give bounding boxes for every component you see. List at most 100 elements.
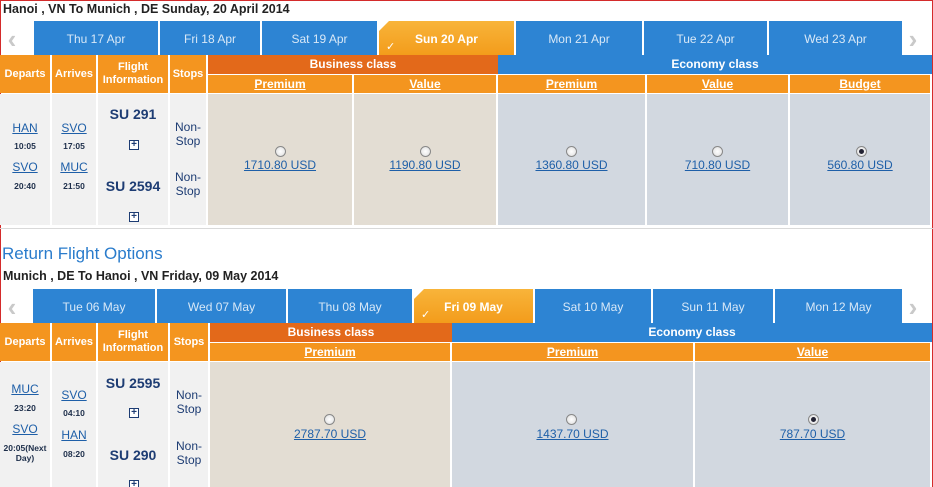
airport-code-link[interactable]: MUC <box>60 160 88 174</box>
date-tab[interactable]: Mon 12 May <box>775 289 904 323</box>
airport-code-link[interactable]: SVO <box>61 388 87 402</box>
fare-type-link[interactable]: Budget <box>839 77 881 91</box>
fare-cell[interactable]: 560.80 USD <box>790 94 932 225</box>
fare-price[interactable]: 1190.80 USD <box>389 158 461 172</box>
date-tab[interactable]: Sat 19 Apr <box>262 21 379 55</box>
plus-box-icon[interactable]: + <box>129 480 139 487</box>
header-flight-info: Flight Information <box>98 55 170 93</box>
fare-price[interactable]: 787.70 USD <box>779 427 846 441</box>
fare-price[interactable]: 2787.70 USD <box>293 427 367 441</box>
fare-radio-selected[interactable] <box>856 146 867 157</box>
fare-type-link[interactable]: Value <box>409 77 441 91</box>
fare-price[interactable]: 1360.80 USD <box>535 158 608 172</box>
date-tab[interactable]: Wed 07 May <box>157 289 288 323</box>
chevron-right-icon[interactable]: › <box>908 292 918 322</box>
fare-type-link[interactable]: Premium <box>545 77 598 91</box>
arrives-column: SVO 17:05 MUC 21:50 <box>52 94 98 225</box>
header-stops: Stops <box>170 55 208 93</box>
arrival-time: 08:20 <box>63 449 85 459</box>
date-tab[interactable]: Tue 06 May <box>33 289 157 323</box>
fare-type-link[interactable]: Value <box>796 345 829 359</box>
fare-radio[interactable] <box>566 414 577 425</box>
date-tab[interactable]: Wed 23 Apr <box>769 21 904 55</box>
header-departs: Departs <box>0 323 52 361</box>
stops-label: Non-Stop <box>175 388 202 416</box>
arrival-time: 17:05 <box>63 141 85 151</box>
fare-type-header: Premium <box>498 75 647 93</box>
date-tab[interactable]: Tue 22 Apr <box>644 21 769 55</box>
fare-type-link[interactable]: Value <box>701 77 734 91</box>
date-tab-selected[interactable]: Fri 09 May ✓ <box>414 289 535 323</box>
fare-radio-selected[interactable] <box>808 414 819 425</box>
plus-box-icon[interactable]: + <box>129 408 139 418</box>
date-tab[interactable]: Fri 18 Apr <box>160 21 262 55</box>
outbound-date-bar: ‹ Thu 17 Apr Fri 18 Apr Sat 19 Apr Sun 2… <box>0 21 930 55</box>
fare-price[interactable]: 1437.70 USD <box>536 427 609 441</box>
airport-code-link[interactable]: HAN <box>12 121 38 135</box>
date-tab[interactable]: Thu 17 Apr <box>34 21 160 55</box>
airport-code-link[interactable]: SVO <box>12 160 38 174</box>
chevron-left-icon[interactable]: ‹ <box>7 24 17 54</box>
fare-cell[interactable]: 710.80 USD <box>647 94 790 225</box>
airport-code-link[interactable]: SVO <box>61 121 87 135</box>
fare-cell[interactable]: 1437.70 USD <box>452 362 695 487</box>
chevron-left-icon[interactable]: ‹ <box>7 292 17 322</box>
stops-column: Non-Stop Non-Stop <box>170 94 208 225</box>
business-class-band: Business class <box>208 55 498 74</box>
flight-number: SU 291 <box>109 106 157 122</box>
header-arrives: Arrives <box>52 323 98 361</box>
header-stops: Stops <box>170 323 210 361</box>
inbound-fare-grid: Departs Arrives Flight Information Stops… <box>0 323 933 487</box>
airport-code-link[interactable]: MUC <box>11 382 39 396</box>
departs-column: HAN 10:05 SVO 20:40 <box>0 94 52 225</box>
fare-cell[interactable]: 1360.80 USD <box>498 94 647 225</box>
arrives-column: SVO 04:10 HAN 08:20 <box>52 362 98 487</box>
fare-radio[interactable] <box>275 146 286 157</box>
economy-class-band: Economy class <box>452 323 932 342</box>
fare-cell[interactable]: 1710.80 USD <box>208 94 354 225</box>
fare-radio[interactable] <box>420 146 431 157</box>
check-icon: ✓ <box>386 41 396 53</box>
fare-price[interactable]: 560.80 USD <box>827 158 893 172</box>
stops-label: Non-Stop <box>174 170 201 198</box>
fare-price[interactable]: 710.80 USD <box>684 158 751 172</box>
fare-type-header: Value <box>695 343 932 361</box>
fare-radio[interactable] <box>712 146 723 157</box>
flight-info-column: SU 2595 + SU 290 + <box>98 362 170 487</box>
business-class-band: Business class <box>210 323 452 342</box>
fare-type-header: Value <box>354 75 498 93</box>
fare-cell[interactable]: 787.70 USD <box>695 362 932 487</box>
date-tab[interactable]: Mon 21 Apr <box>516 21 644 55</box>
airport-code-link[interactable]: HAN <box>61 428 87 442</box>
flight-number: SU 290 <box>109 447 157 463</box>
fare-type-header: Value <box>647 75 790 93</box>
airport-code-link[interactable]: SVO <box>12 422 38 436</box>
date-tab[interactable]: Sun 11 May <box>653 289 775 323</box>
fare-type-link[interactable]: Premium <box>546 345 599 359</box>
plus-box-icon[interactable]: + <box>129 140 139 150</box>
fare-cell[interactable]: 2787.70 USD <box>210 362 452 487</box>
date-tab[interactable]: Sat 10 May <box>535 289 653 323</box>
header-arrives: Arrives <box>52 55 98 93</box>
fare-radio[interactable] <box>566 146 577 157</box>
header-departs: Departs <box>0 55 52 93</box>
departs-column: MUC 23:20 SVO 20:05(Next Day) <box>0 362 52 487</box>
plus-box-icon[interactable]: + <box>129 212 139 222</box>
fare-type-header: Premium <box>452 343 695 361</box>
fare-cell[interactable]: 1190.80 USD <box>354 94 498 225</box>
departure-time: 20:40 <box>14 181 36 191</box>
stops-label: Non-Stop <box>175 439 202 467</box>
fare-type-link[interactable]: Premium <box>254 77 306 91</box>
check-icon: ✓ <box>421 309 431 321</box>
departure-time: 20:05(Next Day) <box>3 443 47 463</box>
stops-column: Non-Stop Non-Stop <box>170 362 210 487</box>
chevron-right-icon[interactable]: › <box>908 24 918 54</box>
flight-number: SU 2595 <box>105 375 161 391</box>
date-tab[interactable]: Thu 08 May <box>288 289 414 323</box>
arrival-time: 04:10 <box>63 408 85 418</box>
fare-radio[interactable] <box>324 414 335 425</box>
fare-type-link[interactable]: Premium <box>304 345 356 359</box>
fare-type-header: Premium <box>210 343 452 361</box>
date-tab-selected[interactable]: Sun 20 Apr ✓ <box>379 21 516 55</box>
fare-price[interactable]: 1710.80 USD <box>243 158 317 172</box>
